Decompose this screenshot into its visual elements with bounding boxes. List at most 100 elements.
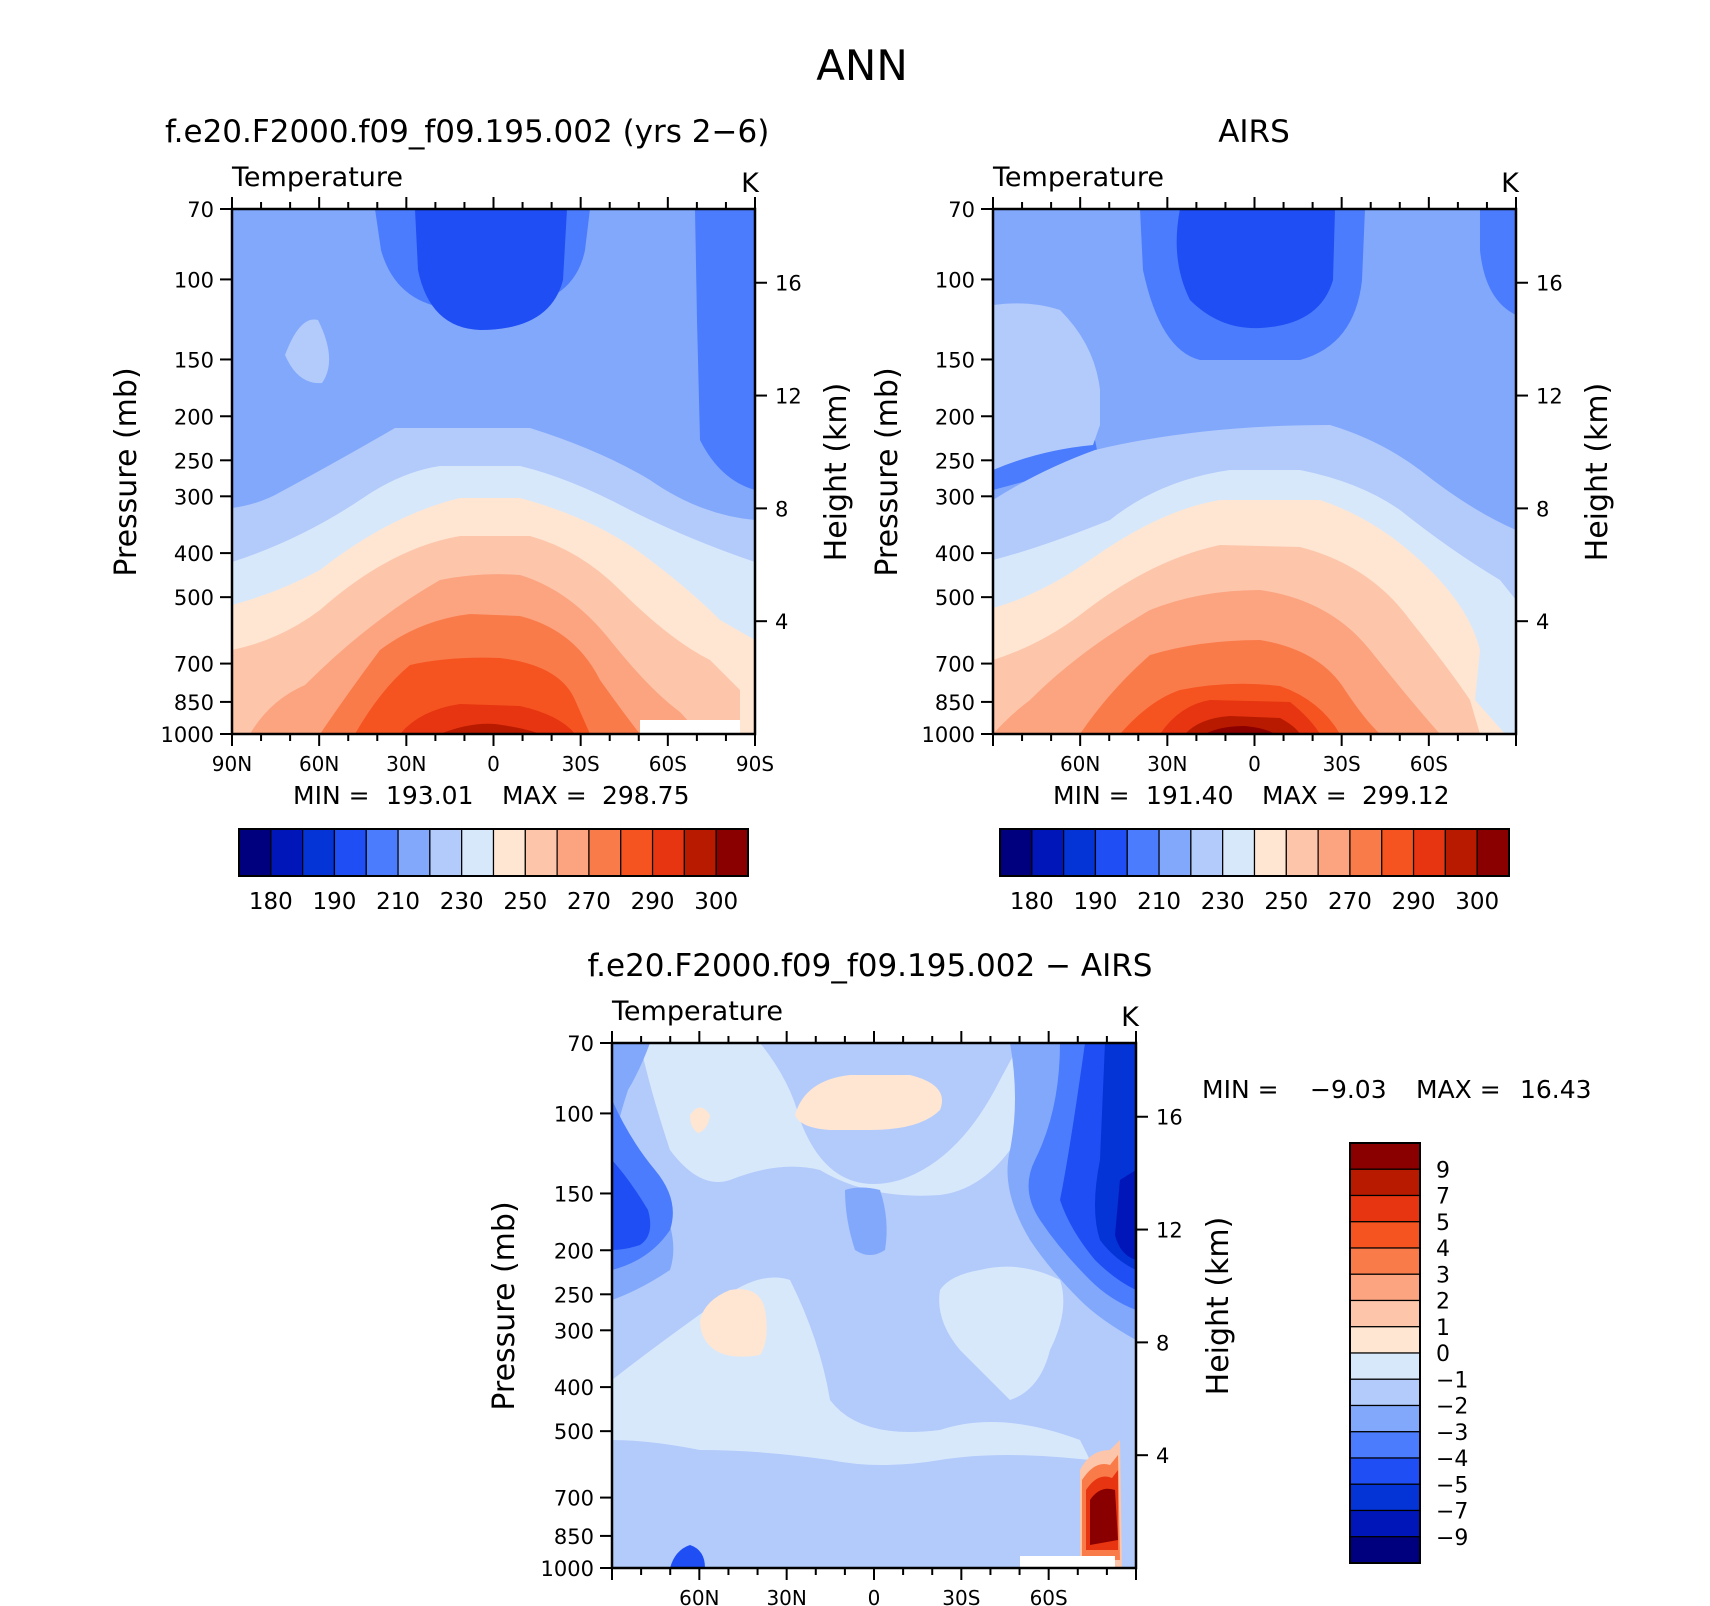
- xtick-label: 30N: [386, 752, 426, 776]
- ytick-label: 70: [567, 1032, 594, 1056]
- colorbar-swatch: [1126, 828, 1160, 877]
- ytick-label: 1000: [922, 723, 975, 747]
- y2tick-label: 16: [1156, 1106, 1183, 1130]
- y2tick-label: 8: [775, 497, 788, 521]
- colorbar-label: 270: [1328, 889, 1372, 915]
- panel-airs-title: AIRS: [1218, 114, 1290, 150]
- missing-data: [640, 720, 740, 734]
- colorbar-swatch: [492, 828, 526, 877]
- panel-model-colorbar: 180 190 210 230 250 270 290 300: [238, 828, 749, 915]
- band-295: [400, 704, 575, 734]
- patch-232: [285, 319, 330, 384]
- colorbar-label: 300: [694, 889, 738, 915]
- band-215-right: [695, 209, 755, 490]
- colorbar-frame: [238, 828, 749, 877]
- ytick-label: 200: [174, 405, 214, 429]
- band-0.5-top: [795, 1075, 942, 1130]
- xtick-label: 90S: [736, 752, 774, 776]
- ytick-label: 70: [948, 198, 975, 222]
- patch-232: [993, 303, 1100, 470]
- panel-diff-min-label: MIN =: [1202, 1075, 1279, 1104]
- panel-model-units: K: [741, 168, 760, 199]
- ytick-label: 1000: [541, 1557, 594, 1581]
- colorbar-label: 250: [1264, 889, 1308, 915]
- band-215-left: [993, 440, 1098, 490]
- band-205: [1176, 209, 1335, 329]
- panel-model-variable: Temperature: [231, 162, 403, 193]
- colorbar-label: 300: [1455, 889, 1499, 915]
- panel-model-plot: [232, 209, 755, 734]
- ytick-label: 500: [554, 1420, 594, 1444]
- xtick-label: 30S: [562, 752, 600, 776]
- colorbar-label: 1: [1436, 1316, 1450, 1341]
- panel-airs-min-label: MIN =: [1053, 781, 1130, 810]
- ytick-label: 150: [935, 348, 975, 372]
- colorbar-swatch: [1412, 828, 1446, 877]
- panel-airs-variable: Temperature: [992, 162, 1164, 193]
- xtick-label: 60S: [1410, 752, 1448, 776]
- colorbar-swatch: [397, 828, 431, 877]
- colorbar-swatch: [1349, 1457, 1421, 1485]
- colorbar-label: −4: [1436, 1447, 1468, 1472]
- ytick-label: 300: [554, 1319, 594, 1343]
- band-215-right: [1480, 209, 1516, 315]
- ytick-label: 250: [935, 449, 975, 473]
- colorbar-swatch: [1349, 1247, 1421, 1275]
- colorbar-label: 210: [1137, 889, 1181, 915]
- ytick-label: 850: [935, 691, 975, 715]
- y2tick-label: 4: [1536, 610, 1549, 634]
- colorbar-swatch: [1317, 828, 1351, 877]
- xtick-label: 30S: [1323, 752, 1361, 776]
- panel-airs-units: K: [1501, 168, 1520, 199]
- panel-airs-y2label: Height (km): [1580, 383, 1615, 562]
- ytick-label: 700: [935, 653, 975, 677]
- band-minus3.5-bottom: [670, 1545, 705, 1568]
- ytick-label: 850: [554, 1525, 594, 1549]
- y2tick-label: 16: [1536, 272, 1563, 296]
- colorbar-swatch: [1063, 828, 1097, 877]
- band-0.5-mid: [700, 1289, 767, 1357]
- colorbar-swatch: [1349, 1431, 1421, 1459]
- colorbar-swatch: [1031, 828, 1065, 877]
- panel-model: f.e20.F2000.f09_f09.195.002 (yrs 2−6) Te…: [109, 114, 854, 915]
- colorbar-frame: [1349, 1142, 1421, 1564]
- colorbar-label: 0: [1436, 1342, 1450, 1367]
- xtick-label: 60N: [299, 752, 339, 776]
- colorbar-swatch: [461, 828, 495, 877]
- colorbar-swatch: [238, 828, 272, 877]
- ytick-label: 400: [174, 542, 214, 566]
- panel-airs-axes: 70 100 150 200 250 300 400 500 700 850 1000 16 12 8 4 6…: [922, 197, 1563, 776]
- colorbar-frame: [999, 828, 1510, 877]
- colorbar-swatch: [1349, 1194, 1421, 1223]
- figure-title: ANN: [816, 41, 908, 90]
- ytick-label: 200: [554, 1239, 594, 1263]
- colorbar-swatch: [620, 828, 654, 877]
- colorbar-swatch: [715, 828, 749, 877]
- colorbar-swatch: [1349, 1299, 1421, 1328]
- panel-diff-max-value: 16.43: [1520, 1075, 1592, 1104]
- colorbar-swatch: [999, 828, 1033, 877]
- colorbar-swatch: [651, 828, 685, 877]
- panel-diff-stats: MIN = −9.03 MAX = 16.43: [1202, 1075, 1592, 1104]
- ytick-label: 70: [187, 198, 214, 222]
- band-0.5-left-small: [690, 1107, 710, 1133]
- colorbar-label: −1: [1436, 1368, 1468, 1393]
- band-205: [415, 209, 567, 330]
- colorbar-label: 250: [503, 889, 547, 915]
- xtick-label: 0: [1248, 752, 1261, 776]
- colorbar-swatch: [365, 828, 399, 877]
- y2tick-label: 16: [775, 272, 802, 296]
- colorbar-label: −5: [1436, 1473, 1468, 1498]
- y2tick-label: 4: [1156, 1444, 1169, 1468]
- colorbar-swatch: [1158, 828, 1192, 877]
- ytick-label: 150: [554, 1182, 594, 1206]
- missing-data: [1020, 1556, 1115, 1568]
- colorbar-swatch: [1349, 828, 1383, 877]
- y2tick-label: 12: [1156, 1219, 1183, 1243]
- panel-model-y2label: Height (km): [819, 383, 854, 562]
- colorbar-label: 270: [567, 889, 611, 915]
- colorbar-swatch: [1094, 828, 1128, 877]
- colorbar-label: −3: [1436, 1421, 1468, 1446]
- panel-airs-max-value: 299.12: [1362, 781, 1449, 810]
